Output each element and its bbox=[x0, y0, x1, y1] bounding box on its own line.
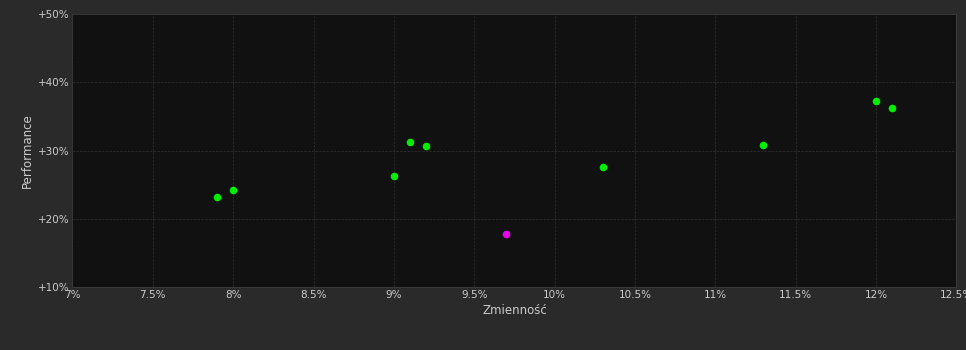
Point bbox=[225, 187, 241, 193]
Y-axis label: Performance: Performance bbox=[21, 113, 34, 188]
Point bbox=[755, 142, 771, 148]
Point bbox=[386, 174, 402, 179]
X-axis label: Zmienność: Zmienność bbox=[482, 304, 547, 317]
Point bbox=[498, 231, 514, 237]
Point bbox=[595, 164, 611, 170]
Point bbox=[402, 139, 417, 145]
Point bbox=[884, 105, 899, 111]
Point bbox=[418, 143, 434, 148]
Point bbox=[868, 98, 884, 104]
Point bbox=[210, 194, 225, 200]
